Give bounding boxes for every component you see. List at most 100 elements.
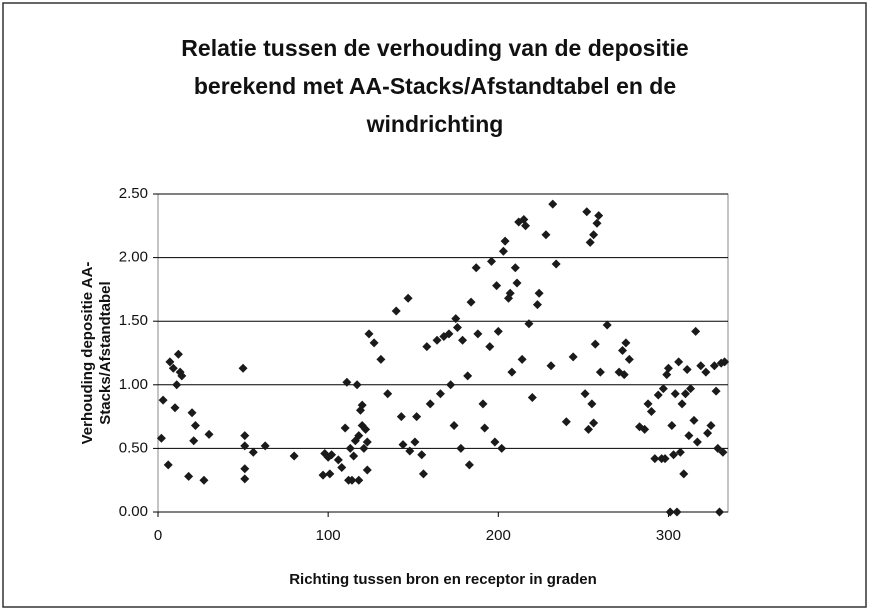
point (362, 437, 372, 447)
point (410, 437, 420, 447)
point (568, 352, 578, 362)
point (497, 443, 507, 453)
point (260, 441, 270, 451)
y-tick-label: 2.00 (119, 249, 148, 266)
point (646, 407, 656, 417)
point (665, 507, 675, 517)
point (512, 278, 522, 288)
point (490, 437, 500, 447)
point (527, 393, 537, 403)
point (485, 342, 495, 352)
point (417, 450, 427, 460)
point (458, 335, 468, 345)
point (357, 400, 367, 410)
point (711, 386, 721, 396)
point (663, 363, 673, 373)
point (696, 361, 706, 371)
point (519, 214, 529, 224)
point (548, 199, 558, 209)
point (595, 367, 605, 377)
point (679, 469, 689, 479)
x-tick-label: 0 (154, 527, 162, 544)
point (376, 354, 386, 364)
point (677, 399, 687, 409)
point (170, 403, 180, 413)
point (422, 342, 432, 352)
chart-title: windrichting (366, 111, 504, 137)
point (289, 451, 299, 461)
point (582, 207, 592, 217)
point (703, 428, 713, 438)
point (337, 462, 347, 472)
point (718, 447, 728, 457)
point (452, 323, 462, 333)
point (451, 314, 461, 324)
point (240, 441, 250, 451)
x-tick-label: 300 (656, 527, 681, 544)
point (187, 408, 197, 418)
point (602, 320, 612, 330)
point (709, 361, 719, 371)
point (362, 465, 372, 475)
point (354, 475, 364, 485)
point (589, 230, 599, 240)
point (456, 443, 466, 453)
point (534, 288, 544, 298)
point (714, 507, 724, 517)
point (492, 281, 502, 291)
point (240, 431, 250, 441)
point (672, 507, 682, 517)
point (624, 354, 634, 364)
x-tick-label: 200 (486, 527, 511, 544)
point (383, 389, 393, 399)
point (396, 412, 406, 422)
point (585, 237, 595, 247)
point (590, 339, 600, 349)
point (248, 447, 258, 457)
point (446, 380, 456, 390)
y-tick-label: 2.50 (119, 185, 148, 202)
point (172, 380, 182, 390)
point (238, 363, 248, 373)
point (720, 357, 730, 367)
point (524, 319, 534, 329)
point (684, 431, 694, 441)
point (189, 436, 199, 446)
point (345, 443, 355, 453)
point (674, 357, 684, 367)
point (589, 418, 599, 428)
point (432, 335, 442, 345)
point (478, 399, 488, 409)
point (621, 338, 631, 348)
y-tick-label: 1.00 (119, 376, 148, 393)
point (660, 454, 670, 464)
point (500, 236, 510, 246)
point (184, 471, 194, 481)
point (670, 389, 680, 399)
point (342, 377, 352, 387)
y-tick-label: 0.00 (119, 503, 148, 520)
point (391, 306, 401, 316)
point (486, 256, 496, 266)
point (354, 431, 364, 441)
point (640, 424, 650, 434)
point (199, 475, 209, 485)
point (418, 469, 428, 479)
point (463, 371, 473, 381)
point (507, 367, 517, 377)
point (594, 211, 604, 221)
point (592, 218, 602, 228)
point (643, 399, 653, 409)
point (517, 354, 527, 364)
point (541, 230, 551, 240)
point (682, 365, 692, 375)
point (435, 389, 445, 399)
point (480, 423, 490, 433)
point (561, 417, 571, 427)
point (505, 288, 515, 298)
point (327, 450, 337, 460)
point (240, 464, 250, 474)
point (701, 367, 711, 377)
chart-title: berekend met AA-Stacks/Afstandtabel en d… (194, 73, 676, 99)
